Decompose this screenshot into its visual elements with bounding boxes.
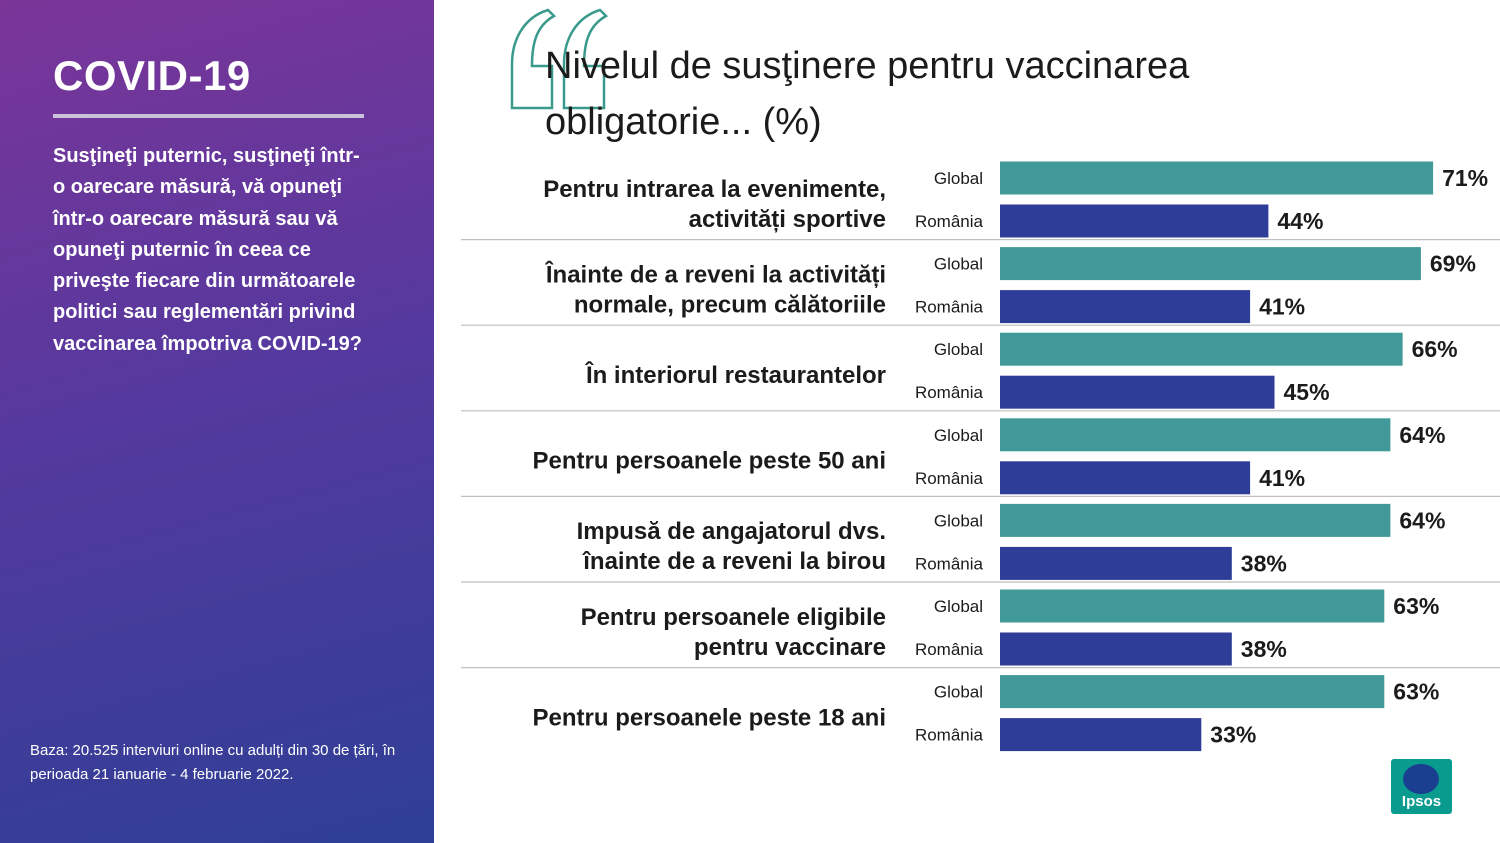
sidebar-divider	[53, 114, 364, 118]
data-label: 69%	[1430, 251, 1476, 277]
category-label: În interiorul restaurantelor	[585, 361, 886, 389]
series-label: România	[915, 726, 984, 745]
category-label: activități sportive	[689, 206, 886, 233]
sidebar-title: COVID-19	[53, 52, 251, 99]
category-label: Pentru persoanele peste 18 ani	[533, 704, 886, 731]
category-label: Pentru intrarea la evenimente,	[543, 176, 886, 203]
category-label: Pentru persoanele eligibile	[581, 604, 886, 631]
category-label: pentru vaccinare	[694, 634, 886, 661]
series-label: România	[915, 298, 984, 317]
series-label: România	[915, 554, 984, 573]
bar-romania	[1000, 204, 1269, 238]
sample-base-note: Baza: 20.525 interviuri online cu adulți…	[30, 742, 396, 783]
category-label: Impusă de angajatorul dvs.	[577, 518, 886, 545]
data-label: 45%	[1284, 379, 1330, 405]
bar-global	[1000, 418, 1391, 452]
series-label: România	[915, 212, 984, 231]
data-label: 38%	[1241, 636, 1287, 662]
bar-global	[1000, 247, 1421, 281]
series-label: România	[915, 469, 984, 488]
data-label: 64%	[1399, 507, 1445, 533]
bar-global	[1000, 589, 1385, 623]
bar-romania	[1000, 632, 1232, 666]
bar-romania	[1000, 375, 1275, 409]
category-label: înainte de a reveni la birou	[582, 548, 886, 575]
series-label: Global	[934, 511, 983, 530]
series-label: Global	[934, 426, 983, 445]
bar-romania	[1000, 546, 1232, 580]
data-label: 33%	[1210, 722, 1256, 748]
data-label: 41%	[1259, 465, 1305, 491]
bar-global	[1000, 503, 1391, 537]
bar-global	[1000, 161, 1434, 195]
data-label: 66%	[1412, 336, 1458, 362]
ipsos-logo: Ipsos	[1391, 759, 1452, 814]
series-label: Global	[934, 683, 983, 702]
bar-romania	[1000, 718, 1202, 752]
sidebar: COVID-19 Susţineţi puternic, susţineţi î…	[0, 0, 434, 843]
bar-romania	[1000, 290, 1251, 324]
category-label: Pentru persoanele peste 50 ani	[533, 448, 886, 475]
data-label: 41%	[1259, 294, 1305, 320]
bar-global	[1000, 675, 1385, 709]
data-label: 44%	[1277, 208, 1323, 234]
series-label: Global	[934, 255, 983, 274]
series-label: Global	[934, 340, 983, 359]
chart-title: Nivelul de susţinere pentru vaccinarea o…	[545, 45, 1190, 143]
survey-question: Susţineţi puternic, susţineţi într-o oar…	[53, 145, 363, 355]
data-label: 64%	[1399, 422, 1445, 448]
quote-icon	[510, 8, 609, 110]
logo-head-icon	[1403, 764, 1439, 794]
series-label: Global	[934, 597, 983, 616]
category-label: Înainte de a reveni la activități	[545, 260, 886, 288]
data-label: 71%	[1442, 165, 1488, 191]
bar-global	[1000, 332, 1403, 366]
data-label: 38%	[1241, 550, 1287, 576]
series-label: România	[915, 383, 984, 402]
data-label: 63%	[1393, 593, 1439, 619]
series-label: România	[915, 640, 984, 659]
series-label: Global	[934, 169, 983, 188]
data-label: 63%	[1393, 679, 1439, 705]
logo-text: Ipsos	[1401, 793, 1442, 810]
category-label: normale, precum călătoriile	[574, 291, 886, 318]
bar-romania	[1000, 461, 1251, 495]
